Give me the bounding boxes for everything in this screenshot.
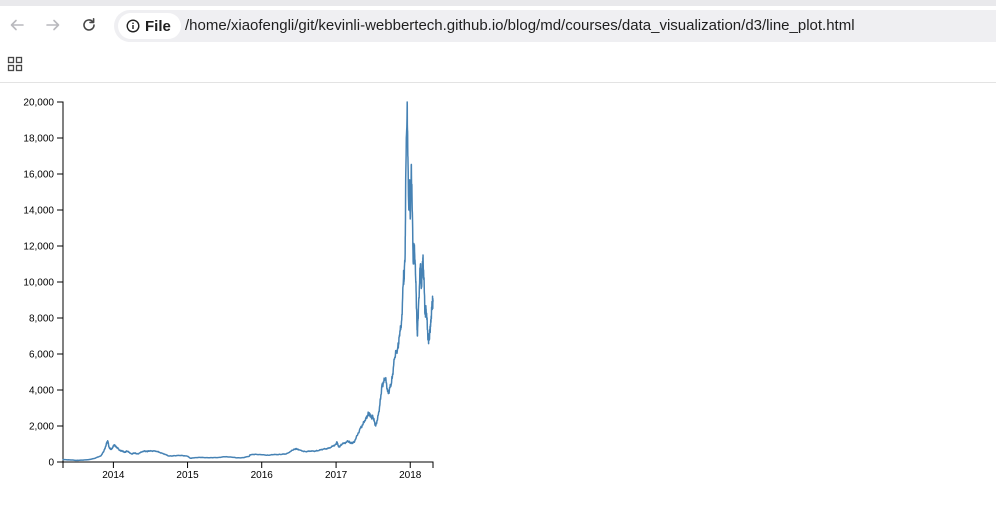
- tab-strip: [0, 0, 996, 6]
- info-icon: [126, 19, 140, 33]
- y-tick-label: 16,000: [23, 170, 54, 181]
- site-info-chip[interactable]: File: [118, 13, 181, 39]
- arrow-right-icon: [46, 19, 60, 31]
- forward-button[interactable]: [42, 14, 64, 36]
- x-axis-domain: [62, 461, 434, 468]
- y-tick-label: 0: [48, 458, 54, 469]
- y-tick-label: 4,000: [29, 386, 54, 397]
- x-tick-label: 2017: [325, 470, 348, 481]
- line-chart: 0 2,000 4,000 6,000 8,000 10,000 12,000 14,000 1…: [23, 98, 434, 481]
- price-line: [62, 101, 434, 462]
- y-tick-label: 14,000: [23, 206, 54, 217]
- x-tick-label: 2018: [399, 470, 422, 481]
- y-tick-label: 10,000: [23, 278, 54, 289]
- reload-button[interactable]: [78, 14, 100, 36]
- x-tick-label: 2015: [176, 470, 199, 481]
- browser-toolbar: File /home/xiaofengli/git/kevinli-webber…: [0, 0, 996, 52]
- address-bar[interactable]: File /home/xiaofengli/git/kevinli-webber…: [114, 10, 996, 42]
- y-tick-label: 20,000: [23, 98, 54, 109]
- y-tick-label: 18,000: [23, 134, 54, 145]
- x-axis: 2014 2015 2016 2017 2018: [62, 461, 434, 481]
- apps-grid-icon[interactable]: [7, 56, 23, 72]
- x-tick-label: 2014: [102, 470, 125, 481]
- y-tick-label: 2,000: [29, 422, 54, 433]
- y-tick-label: 6,000: [29, 350, 54, 361]
- scheme-label: File: [145, 17, 171, 35]
- back-button[interactable]: [6, 14, 28, 36]
- y-tick-label: 8,000: [29, 314, 54, 325]
- y-axis: 0 2,000 4,000 6,000 8,000 10,000 12,000 14,000 1…: [23, 98, 64, 469]
- bookmarks-bar: [0, 52, 996, 83]
- y-tick-label: 12,000: [23, 242, 54, 253]
- reload-icon: [83, 18, 95, 31]
- page-content: 0 2,000 4,000 6,000 8,000 10,000 12,000 14,000 1…: [0, 83, 996, 523]
- x-tick-label: 2016: [251, 470, 274, 481]
- url-text[interactable]: /home/xiaofengli/git/kevinli-webbertech.…: [185, 17, 855, 34]
- arrow-left-icon: [10, 19, 24, 31]
